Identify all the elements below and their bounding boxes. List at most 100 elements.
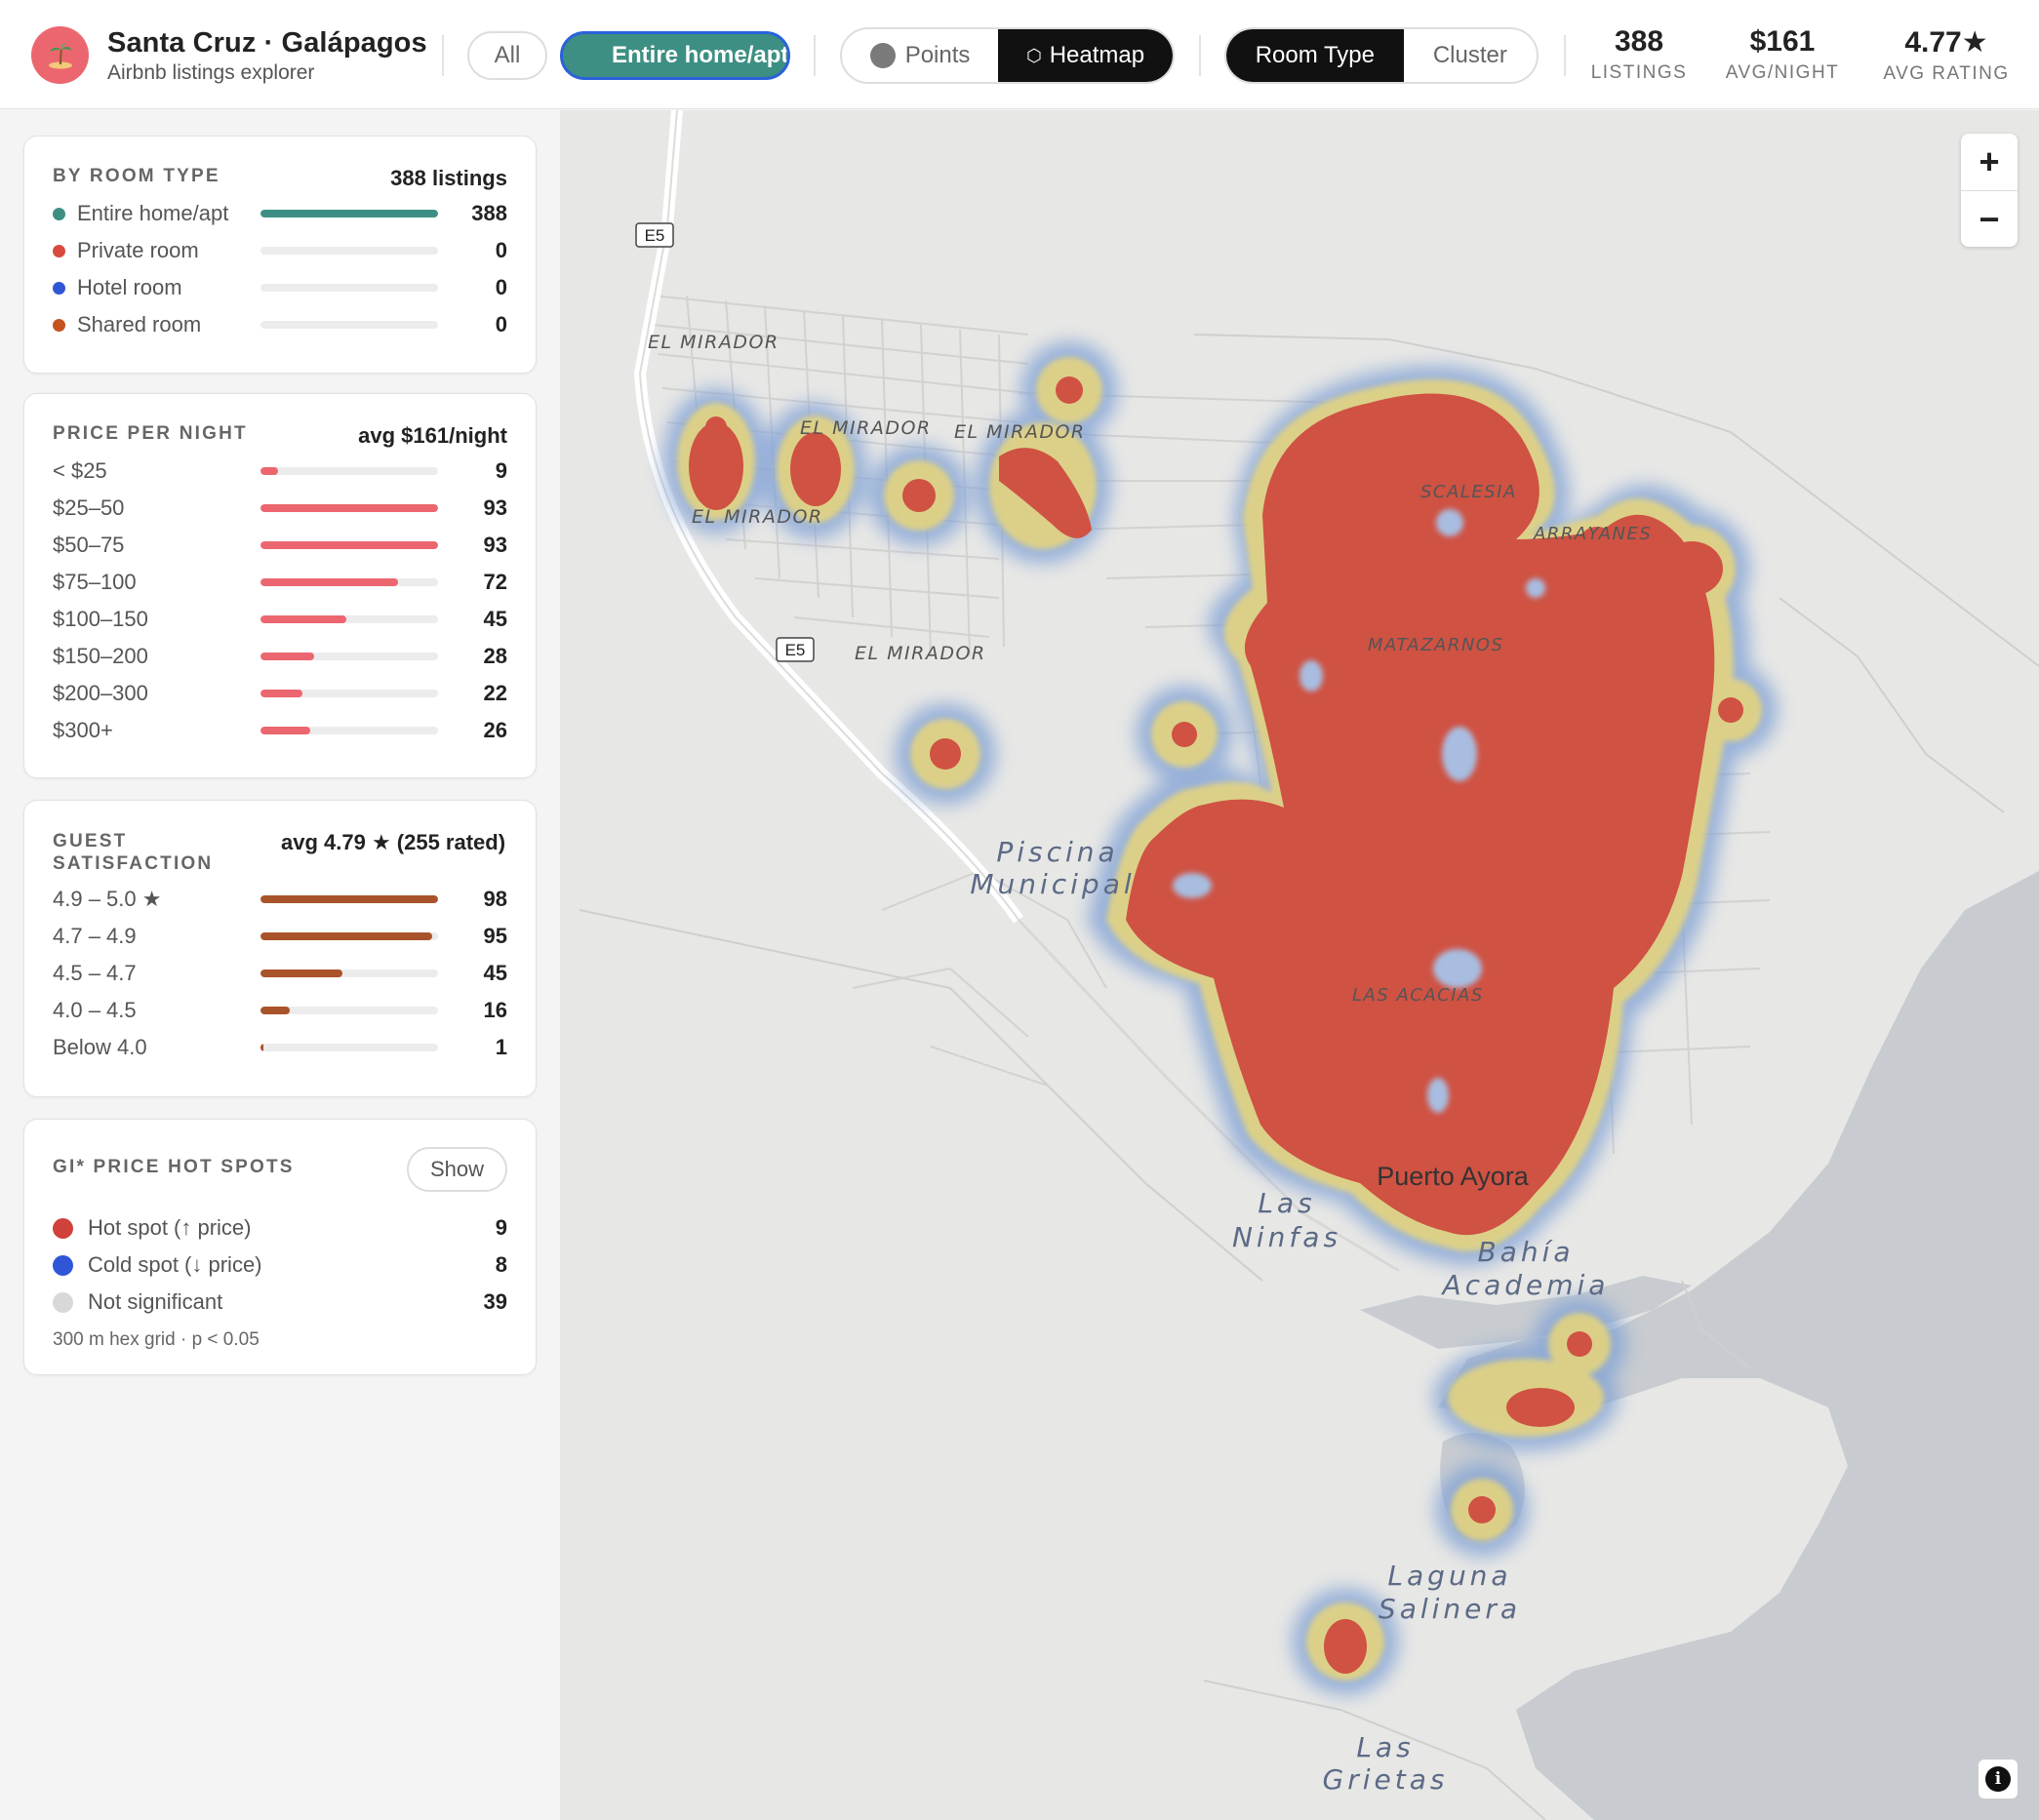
legend-dot — [53, 1217, 73, 1239]
bar-fill — [260, 210, 438, 218]
points-label: Points — [904, 42, 971, 68]
price-row[interactable]: $200–300 22 — [53, 675, 507, 712]
satisfaction-rows: 4.9 – 5.0 ★ 98 4.7 – 4.9 95 4.5 – 4.7 45 4.… — [53, 881, 507, 1066]
row-label: Below 4.0 — [53, 1035, 147, 1059]
row-value: 9 — [495, 1215, 507, 1240]
bar-fill — [260, 615, 347, 623]
row-label: < $25 — [53, 458, 107, 483]
sidebar: BY ROOM TYPE 388 listings Entire home/ap… — [0, 110, 560, 1820]
stat-avg-rating: 4.77★ AVG RATING — [1873, 25, 2019, 85]
room-type-row[interactable]: Hotel room 0 — [53, 269, 507, 306]
stat-value: 4.77★ — [1904, 26, 1988, 59]
points-view-button[interactable]: Points — [842, 29, 998, 82]
zoom-in-button[interactable]: + — [1979, 141, 2000, 181]
area-label: EL MIRADOR — [855, 643, 986, 664]
stat-label: AVG/NIGHT — [1725, 62, 1840, 83]
row-value: 388 — [471, 201, 507, 225]
row-label: 4.0 – 4.5 — [53, 998, 137, 1022]
price-row[interactable]: $300+ 26 — [53, 712, 507, 749]
stat-avg-night: $161 AVG/NIGHT — [1719, 25, 1846, 84]
row-label: Hot spot (↑ price) — [88, 1215, 252, 1240]
bar-fill — [260, 467, 278, 475]
price-row[interactable]: $75–100 72 — [53, 564, 507, 601]
rating-row[interactable]: Below 4.0 1 — [53, 1029, 507, 1066]
row-value: 93 — [483, 495, 507, 520]
row-value: 22 — [483, 681, 507, 705]
row-value: 45 — [483, 607, 507, 631]
room-type-row[interactable]: Entire home/apt 388 — [53, 195, 507, 232]
city-label: Puerto Ayora — [1377, 1162, 1530, 1191]
color-mode-toggle: Room Type Cluster — [1224, 27, 1539, 84]
room-type-row[interactable]: Shared room 0 — [53, 306, 507, 343]
bar-fill — [260, 578, 398, 586]
rating-row[interactable]: 4.9 – 5.0 ★ 98 — [53, 881, 507, 918]
cluster-button[interactable]: Cluster — [1432, 42, 1507, 68]
row-value: 39 — [483, 1289, 507, 1314]
rating-row[interactable]: 4.0 – 4.5 16 — [53, 992, 507, 1029]
road-shield: E5 — [635, 222, 674, 248]
card-title: PRICE PER NIGHT — [53, 423, 248, 444]
price-row[interactable]: $100–150 45 — [53, 601, 507, 638]
heat-core — [689, 376, 1743, 1674]
hexagon-icon: ⬡ — [1026, 45, 1042, 65]
show-hotspots-button[interactable]: Show — [407, 1147, 507, 1192]
place-label-las-grietas-1: Las — [1356, 1731, 1414, 1763]
bar-track — [260, 210, 438, 218]
stat-value: $161 — [1749, 25, 1816, 58]
place-label-las: Las — [1258, 1187, 1315, 1219]
price-row[interactable]: $150–200 28 — [53, 638, 507, 675]
row-label: $75–100 — [53, 570, 137, 594]
legend-dot — [53, 244, 65, 257]
row-value: 0 — [495, 238, 507, 262]
divider — [1199, 35, 1201, 76]
zoom-out-button[interactable]: − — [1961, 190, 2018, 247]
rating-row[interactable]: 4.5 – 4.7 45 — [53, 955, 507, 992]
bar-track — [260, 541, 438, 549]
info-icon: i — [1985, 1766, 2011, 1792]
filter-entire-home-button[interactable]: Entire home/apt — [560, 31, 790, 80]
filter-all-button[interactable]: All — [467, 31, 547, 80]
room-type-row[interactable]: Private room 0 — [53, 232, 507, 269]
app-title: Santa Cruz · Galápagos — [107, 27, 427, 59]
bar-track — [260, 1044, 438, 1051]
heatmap-layer — [662, 341, 1778, 1695]
stat-value: 388 — [1614, 25, 1664, 58]
bar-track — [260, 895, 438, 903]
shield-label: E5 — [645, 226, 665, 245]
area-label: LAS ACACIAS — [1352, 985, 1484, 1006]
legend-dot — [53, 1254, 73, 1276]
price-row[interactable]: $50–75 93 — [53, 527, 507, 564]
place-label-las-grietas-2: Grietas — [1323, 1763, 1449, 1796]
row-value: 28 — [483, 644, 507, 668]
bar-fill — [260, 1007, 290, 1014]
room-type-button[interactable]: Room Type — [1226, 29, 1404, 82]
card-title: GUEST SATISFACTION — [53, 831, 214, 874]
circle-icon — [869, 43, 896, 68]
area-label: EL MIRADOR — [692, 506, 823, 528]
row-label: Private room — [77, 238, 199, 262]
place-label-ninfas: Ninfas — [1232, 1221, 1341, 1253]
row-label: $150–200 — [53, 644, 148, 668]
area-label: EL MIRADOR — [648, 332, 780, 353]
row-value: 0 — [495, 312, 507, 336]
price-row[interactable]: $25–50 93 — [53, 490, 507, 527]
card-meta: avg $161/night — [358, 423, 507, 448]
place-labels: Piscina Municipal Las Ninfas Bahía Acade… — [970, 836, 1605, 1796]
divider — [814, 35, 816, 76]
row-label: Cold spot (↓ price) — [88, 1252, 262, 1277]
place-label-municipal: Municipal — [970, 868, 1135, 900]
road-west — [579, 909, 1263, 1282]
rating-row[interactable]: 4.7 – 4.9 95 — [53, 918, 507, 955]
app-subtitle: Airbnb listings explorer — [107, 61, 315, 84]
row-label: Entire home/apt — [77, 201, 229, 225]
bar-track — [260, 578, 438, 586]
row-value: 16 — [483, 998, 507, 1022]
heatmap-view-button[interactable]: ⬡ Heatmap — [998, 29, 1173, 82]
zoom-controls: + − — [1961, 134, 2018, 247]
attribution-button[interactable]: i — [1979, 1760, 2018, 1799]
row-value: 95 — [483, 924, 507, 948]
price-row[interactable]: < $25 9 — [53, 453, 507, 490]
harbor-water — [1360, 1276, 1692, 1349]
room-type-rows: Entire home/apt 388 Private room 0 Hotel… — [53, 195, 507, 343]
map-canvas[interactable]: E5 E5 — [560, 110, 2039, 1820]
